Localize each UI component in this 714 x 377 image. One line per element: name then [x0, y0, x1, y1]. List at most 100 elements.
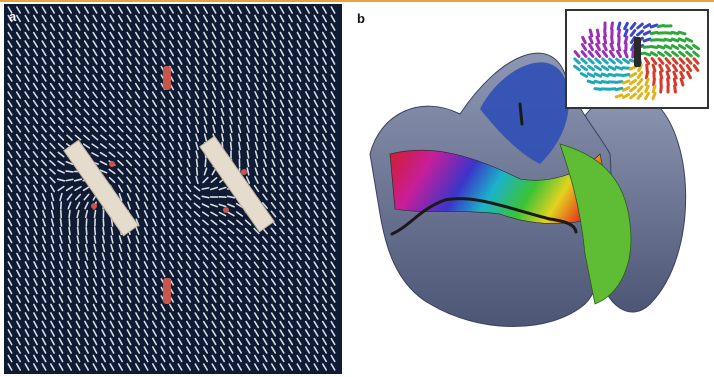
director-line: [228, 346, 234, 354]
director-line: [101, 260, 106, 270]
director-line: [49, 151, 56, 158]
director-line: [32, 151, 39, 158]
director-line: [194, 236, 200, 243]
director-line: [186, 23, 191, 31]
director-line: [296, 269, 302, 278]
director-line: [279, 337, 285, 346]
director-line: [228, 329, 234, 337]
director-line: [15, 65, 22, 74]
director-line: [24, 269, 30, 278]
director-line: [254, 125, 259, 133]
director-line: [330, 108, 336, 116]
director-line: [330, 91, 336, 99]
director-line: [152, 184, 157, 193]
director-line: [296, 150, 302, 159]
inset-molecule: [644, 77, 650, 87]
director-line: [186, 159, 191, 167]
director-line: [287, 329, 294, 337]
director-line: [151, 91, 158, 99]
director-line: [76, 260, 80, 270]
director-line: [237, 108, 242, 116]
inset-molecule: [580, 57, 588, 65]
director-line: [270, 193, 277, 201]
director-line: [279, 210, 285, 218]
director-line: [49, 108, 56, 116]
director-line: [262, 320, 268, 329]
director-line: [84, 209, 89, 219]
director-line: [85, 226, 88, 236]
director-line: [219, 312, 226, 320]
director-line: [228, 337, 234, 346]
director-line: [305, 23, 310, 31]
director-line: [305, 99, 310, 108]
director-line: [186, 31, 191, 40]
director-line: [160, 176, 166, 184]
defect-right-upper: [241, 169, 247, 175]
inset-molecule: [614, 86, 624, 92]
director-line: [177, 193, 183, 201]
director-line: [245, 253, 251, 260]
director-line: [101, 6, 106, 14]
director-line: [75, 337, 81, 346]
director-line: [50, 218, 55, 227]
director-line: [246, 167, 250, 176]
director-line: [296, 363, 302, 371]
director-line: [40, 151, 48, 158]
director-line: [160, 14, 166, 23]
director-line: [279, 167, 285, 176]
director-line: [193, 219, 201, 226]
director-line: [169, 150, 174, 159]
director-line: [330, 6, 336, 14]
director-line: [271, 116, 276, 125]
director-line: [109, 295, 115, 303]
director-line: [32, 74, 39, 82]
director-line: [101, 252, 106, 261]
director-line: [321, 363, 328, 371]
director-line: [193, 194, 201, 200]
director-line: [15, 40, 22, 48]
director-line: [118, 295, 123, 303]
director-line: [92, 108, 98, 116]
director-line: [151, 99, 158, 108]
director-line: [160, 31, 166, 40]
director-line: [57, 185, 65, 192]
director-line: [135, 278, 140, 286]
director-line: [253, 184, 260, 193]
director-line: [49, 142, 56, 150]
director-line: [75, 31, 81, 40]
director-line: [228, 91, 234, 99]
director-line: [58, 48, 64, 57]
director-line: [246, 150, 250, 159]
director-line: [152, 23, 157, 31]
director-line: [177, 312, 183, 320]
director-line: [126, 354, 132, 363]
director-line: [49, 159, 56, 167]
director-line: [221, 133, 224, 142]
director-line: [296, 125, 302, 133]
director-line: [92, 295, 98, 303]
director-line: [322, 125, 327, 133]
director-line: [246, 125, 250, 133]
director-line: [186, 320, 191, 329]
defect-left-upper: [109, 161, 115, 167]
director-line: [99, 169, 108, 174]
director-line: [75, 278, 81, 286]
director-line: [58, 286, 64, 295]
director-line: [194, 65, 200, 74]
director-line: [152, 320, 157, 329]
director-line: [262, 278, 268, 286]
director-line: [49, 6, 56, 14]
inset-molecule: [593, 87, 603, 91]
director-line: [296, 201, 302, 210]
inset-molecule: [594, 57, 602, 65]
director-line: [59, 244, 63, 252]
director-line: [220, 40, 225, 48]
director-line: [169, 6, 174, 14]
director-line: [270, 286, 277, 295]
director-line: [177, 116, 183, 125]
director-line: [177, 40, 183, 48]
director-line: [220, 65, 225, 74]
director-line: [228, 23, 234, 31]
inset-molecule: [608, 57, 616, 65]
director-line: [194, 48, 200, 57]
